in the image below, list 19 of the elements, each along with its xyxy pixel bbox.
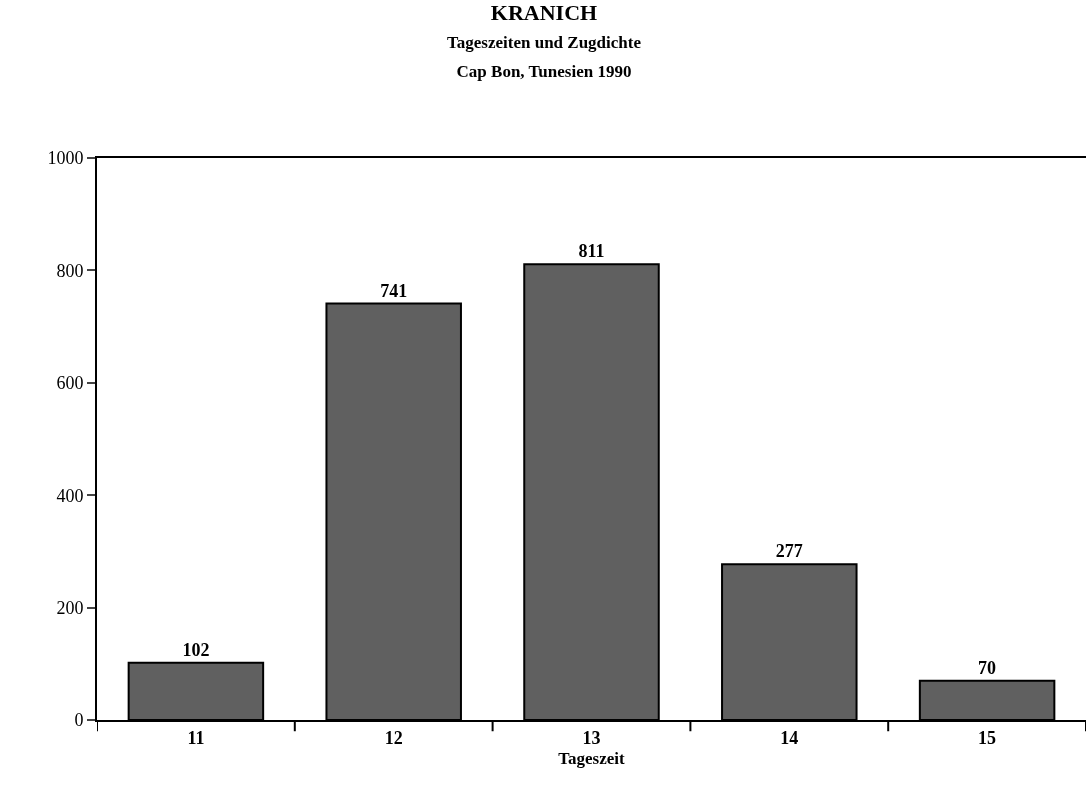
y-tick-label: 0 xyxy=(74,710,84,731)
y-tick-label: 600 xyxy=(56,373,84,394)
y-tick-label: 800 xyxy=(56,260,84,281)
chart-subtitle: Tageszeiten und Zugdichte Cap Bon, Tunesien 1990 xyxy=(447,33,642,82)
data-label: 277 xyxy=(775,541,803,562)
x-axis-title: Tageszeit xyxy=(558,749,626,769)
data-label: 70 xyxy=(978,657,997,678)
y-tick-label: 400 xyxy=(56,485,84,506)
x-tick-label: 15 xyxy=(978,727,997,748)
x-tick-label: 11 xyxy=(187,727,205,748)
chart-title: KRANICH xyxy=(490,0,598,25)
y-tick-label: 200 xyxy=(56,597,84,618)
data-label: 811 xyxy=(578,241,605,262)
x-tick-label: 14 xyxy=(780,727,799,748)
data-label: 102 xyxy=(182,639,210,660)
y-tick-label: 1000 xyxy=(47,148,84,169)
data-label: 741 xyxy=(380,280,408,301)
x-tick-label: 13 xyxy=(582,727,601,748)
x-tick-label: 12 xyxy=(384,727,403,748)
